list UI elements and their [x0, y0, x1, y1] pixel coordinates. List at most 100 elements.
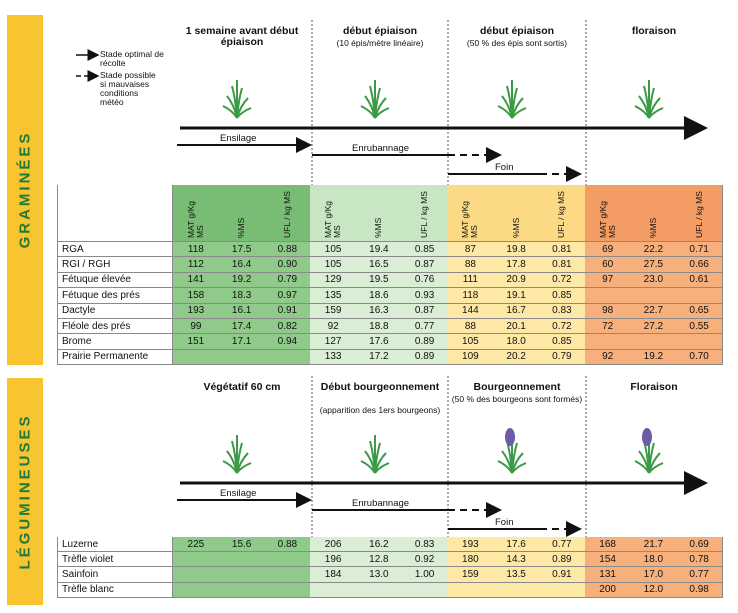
value-cell: 14.3: [493, 552, 540, 568]
value-cell: 127: [310, 334, 357, 350]
value-cell: 135: [310, 288, 357, 304]
value-cell: 184: [310, 567, 357, 583]
value-cell: 118: [447, 288, 495, 304]
empty-cell: [630, 288, 678, 304]
value-cell: 0.89: [539, 552, 586, 568]
empty-cell: [218, 567, 266, 583]
value-cell: 1.00: [401, 567, 449, 583]
value-cell: 19.2: [630, 349, 678, 366]
legend-text: Stade optimal de récolte: [100, 49, 164, 68]
value-cell: 144: [447, 303, 495, 319]
section-title: LÉGUMINEUSES: [16, 413, 34, 570]
value-cell: 0.87: [401, 303, 449, 319]
stage-title: Végétatif 60 cm: [203, 381, 281, 393]
column-header-text: %MS: [373, 217, 384, 238]
plant: [497, 460, 513, 474]
timeline-legumineuses: [177, 376, 708, 537]
row-label: RGI / RGH: [57, 257, 173, 273]
value-cell: 225: [173, 537, 220, 553]
column-header: %MS: [218, 185, 266, 242]
empty-cell: [493, 582, 540, 598]
value-cell: 129: [310, 272, 357, 289]
value-cell: 0.69: [676, 537, 723, 553]
value-cell: 17.0: [630, 567, 678, 583]
value-cell: 0.77: [401, 319, 449, 335]
empty-cell: [264, 552, 312, 568]
harvest-label: Enrubannage: [352, 498, 410, 509]
plant: [648, 107, 664, 119]
header-corner: [57, 185, 173, 242]
value-cell: 0.91: [539, 567, 586, 583]
value-cell: 18.8: [356, 319, 403, 335]
empty-cell: [264, 582, 312, 598]
value-cell: 12.0: [630, 582, 678, 598]
value-cell: 0.92: [401, 552, 449, 568]
value-cell: 109: [447, 349, 495, 366]
section-band: [7, 15, 43, 365]
row-label: Brome: [57, 334, 173, 350]
value-cell: 18.0: [493, 334, 540, 350]
value-cell: 19.4: [356, 242, 403, 258]
row-label: Fléole des prés: [57, 319, 173, 335]
column-header: MAT g/Kg MS: [173, 185, 220, 242]
column-header: %MS: [630, 185, 678, 242]
stage-title: Floraison: [630, 381, 678, 393]
value-cell: 18.0: [630, 552, 678, 568]
value-cell: 88: [447, 319, 495, 335]
stage-title: Début bourgeonnement: [320, 381, 440, 393]
column-header: MAT g/Kg MS: [584, 185, 632, 242]
value-cell: 0.98: [676, 582, 723, 598]
timeline-graminees: [177, 20, 708, 185]
harvest-label: Ensilage: [220, 133, 257, 144]
value-cell: 19.8: [493, 242, 540, 258]
value-cell: 60: [584, 257, 632, 273]
empty-cell: [173, 582, 220, 598]
value-cell: 69: [584, 242, 632, 258]
empty-cell: [218, 582, 266, 598]
value-cell: 0.87: [401, 257, 449, 273]
value-cell: 0.79: [539, 349, 586, 366]
value-cell: 97: [584, 272, 632, 289]
value-cell: 0.55: [676, 319, 723, 335]
value-cell: 27.2: [630, 319, 678, 335]
empty-cell: [539, 582, 586, 598]
column-header-text: %MS: [236, 217, 247, 238]
value-cell: 0.93: [401, 288, 449, 304]
value-cell: 27.5: [630, 257, 678, 273]
section-band: [7, 378, 43, 605]
empty-cell: [218, 552, 266, 568]
stage-note: (10 épis/mètre linéaire): [336, 38, 424, 48]
value-cell: 0.85: [539, 334, 586, 350]
column-header-text: MAT g/Kg MS: [460, 200, 480, 238]
row-label: Fétuque élevée: [57, 272, 173, 289]
value-cell: 99: [173, 319, 220, 335]
value-cell: 92: [584, 349, 632, 366]
stage-title: floraison: [631, 25, 677, 37]
value-cell: 196: [310, 552, 357, 568]
value-cell: 12.8: [356, 552, 403, 568]
harvest-label: Ensilage: [220, 488, 257, 499]
value-cell: 16.7: [493, 303, 540, 319]
value-cell: 17.6: [493, 537, 540, 553]
value-cell: 168: [584, 537, 632, 553]
value-cell: 16.4: [218, 257, 266, 273]
column-header-text: MAT g/Kg MS: [323, 200, 343, 238]
empty-cell: [676, 288, 723, 304]
value-cell: 15.6: [218, 537, 266, 553]
plant: [634, 460, 650, 474]
value-cell: 193: [447, 537, 495, 553]
value-cell: 98: [584, 303, 632, 319]
flower: [642, 428, 652, 446]
stage-note: (apparition des 1ers bourgeons): [319, 405, 441, 415]
stage-note: (50 % des bourgeons sont formés): [451, 394, 583, 404]
stage-title: Bourgeonnement: [473, 381, 561, 393]
column-header: %MS: [493, 185, 540, 242]
column-header: UFL / kg MS: [401, 185, 449, 242]
plant: [360, 105, 376, 119]
legend-arrows: [76, 49, 100, 82]
value-cell: 0.83: [401, 537, 449, 553]
value-cell: 16.1: [218, 303, 266, 319]
value-cell: 0.89: [401, 349, 449, 366]
value-cell: 18.6: [356, 288, 403, 304]
